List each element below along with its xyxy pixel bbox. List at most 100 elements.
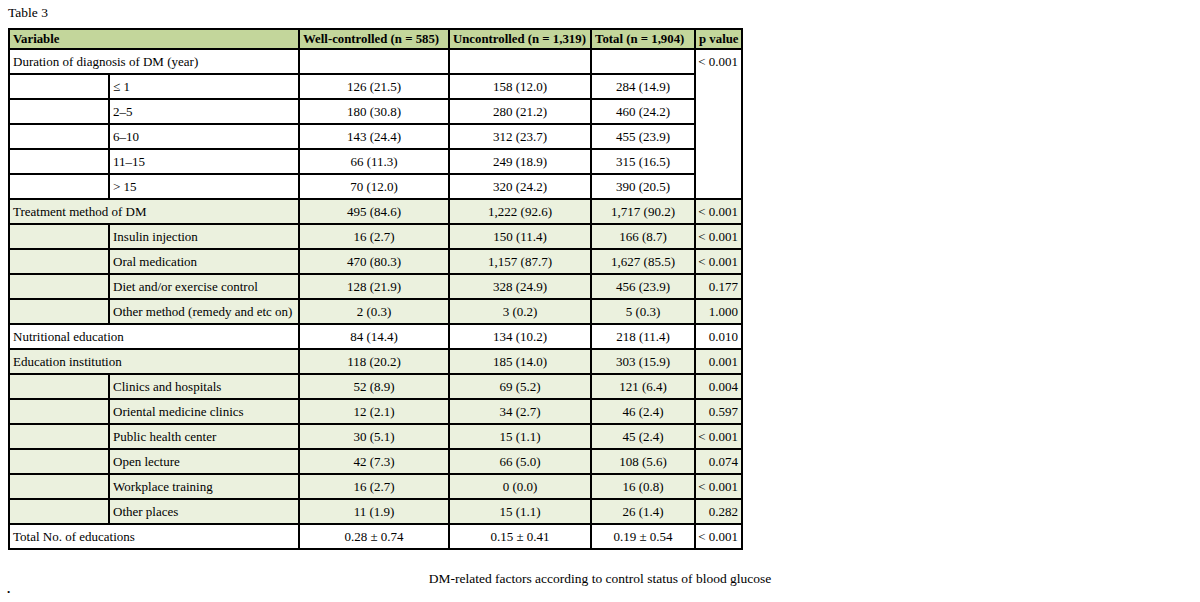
pvalue-cell: < 0.001 — [695, 249, 742, 274]
total-value: 121 (6.4) — [591, 374, 695, 399]
total-value: 1,627 (85.5) — [591, 249, 695, 274]
well-controlled-value: 66 (11.3) — [299, 149, 449, 174]
row-label: Total No. of educations — [9, 524, 299, 549]
uncontrolled-value: 69 (5.2) — [449, 374, 591, 399]
table-row: Insulin injection16 (2.7)150 (11.4)166 (… — [9, 224, 742, 249]
row-label: Nutritional education — [9, 324, 299, 349]
well-controlled-value: 16 (2.7) — [299, 474, 449, 499]
total-value: 390 (20.5) — [591, 174, 695, 199]
table-row: Clinics and hospitals52 (8.9)69 (5.2)121… — [9, 374, 742, 399]
table-row: Diet and/or exercise control128 (21.9)32… — [9, 274, 742, 299]
well-controlled-value: 128 (21.9) — [299, 274, 449, 299]
total-value: 108 (5.6) — [591, 449, 695, 474]
total-value: 26 (1.4) — [591, 499, 695, 524]
dm-factors-table: Variable Well-controlled (n = 585) Uncon… — [8, 28, 743, 550]
table-row: Public health center30 (5.1)15 (1.1)45 (… — [9, 424, 742, 449]
uncontrolled-value: 312 (23.7) — [449, 124, 591, 149]
uncontrolled-value: 3 (0.2) — [449, 299, 591, 324]
row-label: 11–15 — [109, 149, 299, 174]
row-label: Other method (remedy and etc on) — [109, 299, 299, 324]
indent-cell — [9, 249, 109, 274]
uncontrolled-value: 249 (18.9) — [449, 149, 591, 174]
uncontrolled-value: 150 (11.4) — [449, 224, 591, 249]
pvalue-cell: 0.001 — [695, 349, 742, 374]
total-value: 460 (24.2) — [591, 99, 695, 124]
total-value: 456 (23.9) — [591, 274, 695, 299]
well-controlled-value: 70 (12.0) — [299, 174, 449, 199]
header-uncontrolled: Uncontrolled (n = 1,319) — [449, 29, 591, 49]
header-variable: Variable — [9, 29, 299, 49]
table-row: > 1570 (12.0)320 (24.2)390 (20.5) — [9, 174, 742, 199]
total-value — [591, 49, 695, 74]
row-label: Education institution — [9, 349, 299, 374]
table-row: Total No. of educations0.28 ± 0.740.15 ±… — [9, 524, 742, 549]
total-value: 45 (2.4) — [591, 424, 695, 449]
well-controlled-value — [299, 49, 449, 74]
pvalue-cell: < 0.001 — [695, 199, 742, 224]
table-row: Oriental medicine clinics12 (2.1)34 (2.7… — [9, 399, 742, 424]
table-row: Other method (remedy and etc on)2 (0.3)3… — [9, 299, 742, 324]
row-label: Treatment method of DM — [9, 199, 299, 224]
total-value: 218 (11.4) — [591, 324, 695, 349]
well-controlled-value: 495 (84.6) — [299, 199, 449, 224]
well-controlled-value: 0.28 ± 0.74 — [299, 524, 449, 549]
total-value: 16 (0.8) — [591, 474, 695, 499]
well-controlled-value: 30 (5.1) — [299, 424, 449, 449]
well-controlled-value: 470 (80.3) — [299, 249, 449, 274]
table-row: 2–5180 (30.8)280 (21.2)460 (24.2) — [9, 99, 742, 124]
well-controlled-value: 143 (24.4) — [299, 124, 449, 149]
total-value: 303 (15.9) — [591, 349, 695, 374]
row-label: Oral medication — [109, 249, 299, 274]
total-value: 5 (0.3) — [591, 299, 695, 324]
uncontrolled-value: 0 (0.0) — [449, 474, 591, 499]
table-row: Workplace training16 (2.7)0 (0.0)16 (0.8… — [9, 474, 742, 499]
row-label: 2–5 — [109, 99, 299, 124]
well-controlled-value: 180 (30.8) — [299, 99, 449, 124]
well-controlled-value: 84 (14.4) — [299, 324, 449, 349]
header-well-controlled: Well-controlled (n = 585) — [299, 29, 449, 49]
indent-cell — [9, 499, 109, 524]
uncontrolled-value: 158 (12.0) — [449, 74, 591, 99]
well-controlled-value: 16 (2.7) — [299, 224, 449, 249]
pvalue-cell: 0.010 — [695, 324, 742, 349]
pvalue-cell: 0.004 — [695, 374, 742, 399]
pvalue-cell: < 0.001 — [695, 474, 742, 499]
pvalue-cell: 0.074 — [695, 449, 742, 474]
pvalue-cell: 1.000 — [695, 299, 742, 324]
table-row: Open lecture42 (7.3)66 (5.0)108 (5.6)0.0… — [9, 449, 742, 474]
table-row: Other places11 (1.9)15 (1.1)26 (1.4)0.28… — [9, 499, 742, 524]
indent-cell — [9, 224, 109, 249]
well-controlled-value: 126 (21.5) — [299, 74, 449, 99]
table-body: Duration of diagnosis of DM (year)< 0.00… — [9, 49, 742, 549]
table-row: 6–10143 (24.4)312 (23.7)455 (23.9) — [9, 124, 742, 149]
indent-cell — [9, 274, 109, 299]
stray-period-mark: . — [7, 581, 10, 597]
total-value: 0.19 ± 0.54 — [591, 524, 695, 549]
pvalue-cell: 0.597 — [695, 399, 742, 424]
row-label: ≤ 1 — [109, 74, 299, 99]
table-number-label: Table 3 — [8, 5, 48, 21]
pvalue-cell: < 0.001 — [695, 424, 742, 449]
total-value: 46 (2.4) — [591, 399, 695, 424]
total-value: 455 (23.9) — [591, 124, 695, 149]
table-caption: DM-related factors according to control … — [0, 571, 1200, 587]
row-label: Oriental medicine clinics — [109, 399, 299, 424]
row-label: Clinics and hospitals — [109, 374, 299, 399]
uncontrolled-value: 66 (5.0) — [449, 449, 591, 474]
uncontrolled-value: 185 (14.0) — [449, 349, 591, 374]
well-controlled-value: 11 (1.9) — [299, 499, 449, 524]
pvalue-cell: < 0.001 — [695, 524, 742, 549]
pvalue-cell: 0.282 — [695, 499, 742, 524]
total-value: 166 (8.7) — [591, 224, 695, 249]
well-controlled-value: 42 (7.3) — [299, 449, 449, 474]
indent-cell — [9, 74, 109, 99]
uncontrolled-value: 1,222 (92.6) — [449, 199, 591, 224]
uncontrolled-value: 0.15 ± 0.41 — [449, 524, 591, 549]
indent-cell — [9, 99, 109, 124]
uncontrolled-value: 34 (2.7) — [449, 399, 591, 424]
page: Table 3 Variable Well-controlled (n = 58… — [0, 0, 1200, 602]
table-header-row: Variable Well-controlled (n = 585) Uncon… — [9, 29, 742, 49]
indent-cell — [9, 374, 109, 399]
uncontrolled-value: 328 (24.9) — [449, 274, 591, 299]
row-label: 6–10 — [109, 124, 299, 149]
